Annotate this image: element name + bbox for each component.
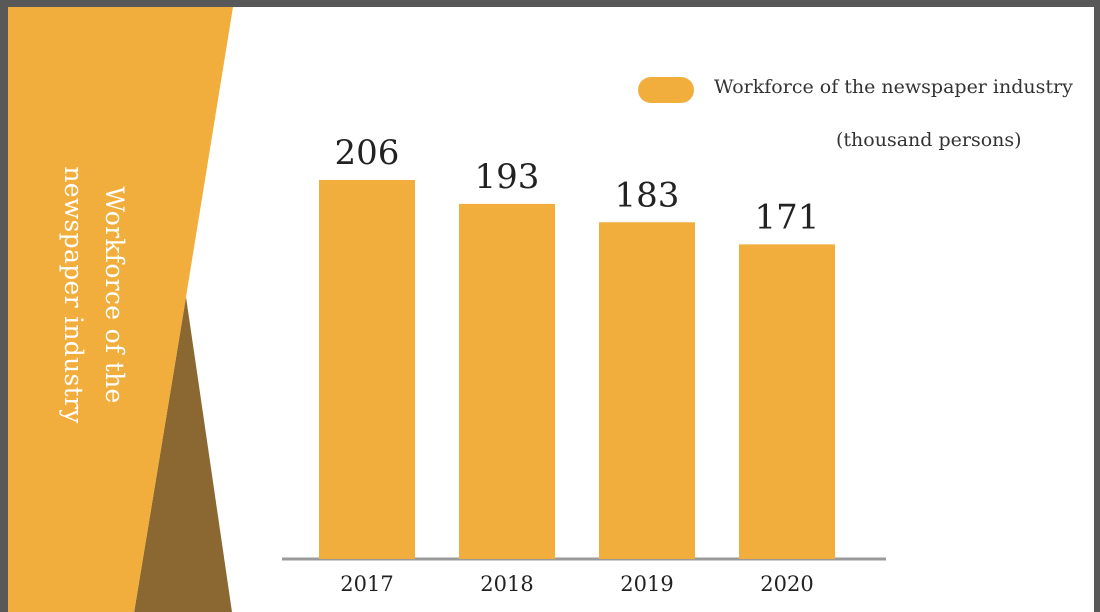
data-label-2018: 193 bbox=[475, 157, 540, 197]
data-label-2019: 183 bbox=[615, 175, 680, 215]
decorative-background bbox=[8, 7, 233, 612]
legend-label: Workforce of the newspaper industry bbox=[714, 76, 1073, 98]
bar-2019 bbox=[599, 222, 695, 559]
data-label-2020: 171 bbox=[755, 197, 820, 237]
x-tick-label-2017: 2017 bbox=[340, 572, 393, 596]
dark-triangle bbox=[134, 297, 232, 612]
legend-unit: (thousand persons) bbox=[836, 129, 1022, 151]
bar-2020 bbox=[739, 244, 835, 560]
bar-2017 bbox=[319, 179, 415, 559]
bar-chart: 206 2017 193 2018 183 2019 171 2020 bbox=[282, 133, 886, 596]
x-tick-label-2019: 2019 bbox=[620, 572, 673, 596]
data-label-2017: 206 bbox=[335, 133, 400, 173]
orange-side-panel-lower bbox=[8, 297, 186, 612]
x-tick-label-2018: 2018 bbox=[480, 572, 533, 596]
orange-side-panel bbox=[8, 7, 233, 297]
x-tick-label-2020: 2020 bbox=[760, 572, 813, 596]
legend-swatch bbox=[638, 77, 694, 103]
bar-2018 bbox=[459, 203, 555, 559]
